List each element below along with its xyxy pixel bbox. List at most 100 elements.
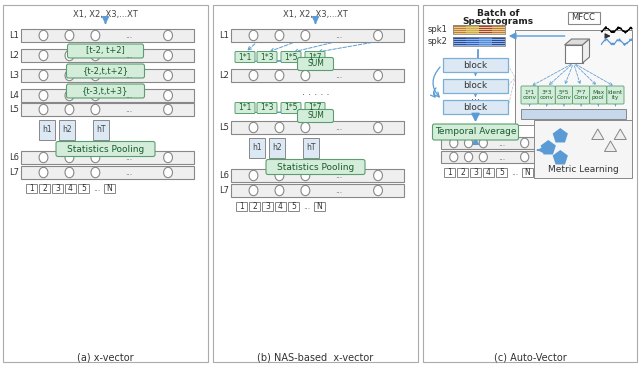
Ellipse shape (164, 90, 172, 101)
Bar (59, 120, 75, 140)
Bar (453, 27, 505, 28)
Text: h2: h2 (62, 125, 72, 135)
FancyBboxPatch shape (573, 86, 589, 104)
Text: ...: ... (125, 71, 132, 80)
FancyBboxPatch shape (281, 52, 301, 62)
Bar (441, 151, 540, 163)
Ellipse shape (301, 70, 310, 81)
Text: N: N (107, 184, 113, 193)
Bar (52, 184, 63, 193)
Bar (470, 168, 481, 177)
Text: 3: 3 (265, 202, 270, 211)
Bar (78, 184, 89, 193)
Ellipse shape (301, 122, 310, 133)
Bar (275, 202, 286, 211)
Ellipse shape (65, 50, 74, 61)
Ellipse shape (520, 138, 529, 148)
Text: Spectrograms: Spectrograms (462, 16, 534, 25)
Text: 3*3
conv: 3*3 conv (540, 90, 554, 100)
Ellipse shape (164, 152, 172, 163)
Ellipse shape (65, 70, 74, 81)
Bar (21, 29, 194, 42)
Bar (231, 69, 404, 82)
Text: MFCC: MFCC (572, 14, 595, 22)
Text: Statistics Pooling: Statistics Pooling (67, 144, 144, 154)
Text: (a) x-vector: (a) x-vector (77, 353, 134, 363)
Text: 1: 1 (29, 184, 34, 193)
Bar (249, 202, 260, 211)
FancyBboxPatch shape (305, 103, 325, 114)
FancyBboxPatch shape (589, 86, 607, 104)
Text: 1*1: 1*1 (238, 52, 252, 62)
FancyBboxPatch shape (257, 52, 277, 62)
Text: 1*3: 1*3 (260, 52, 274, 62)
Ellipse shape (164, 70, 172, 81)
FancyBboxPatch shape (556, 86, 573, 104)
Text: 1*1
conv: 1*1 conv (523, 90, 536, 100)
Text: Statistics Pooling: Statistics Pooling (277, 163, 354, 171)
FancyBboxPatch shape (298, 57, 333, 71)
Text: 1*1: 1*1 (238, 103, 252, 112)
Ellipse shape (275, 122, 284, 133)
Bar (104, 184, 115, 193)
Text: hT: hT (96, 125, 106, 135)
Bar (479, 25, 492, 34)
Bar (443, 79, 508, 93)
Polygon shape (582, 39, 589, 63)
Ellipse shape (301, 170, 310, 181)
Bar (453, 31, 505, 32)
Ellipse shape (374, 185, 383, 196)
Ellipse shape (249, 185, 258, 196)
Ellipse shape (39, 30, 48, 41)
Ellipse shape (374, 30, 383, 41)
Text: SUM: SUM (307, 60, 324, 68)
Text: 5*5
Conv: 5*5 Conv (556, 90, 572, 100)
Bar (39, 120, 55, 140)
Text: ...: ... (125, 168, 132, 177)
Bar (479, 37, 492, 46)
FancyBboxPatch shape (281, 103, 301, 114)
Bar (262, 202, 273, 211)
Ellipse shape (450, 152, 458, 162)
Text: Max
pool: Max pool (592, 90, 605, 100)
Bar (466, 37, 479, 46)
Text: L1: L1 (9, 31, 19, 40)
Ellipse shape (520, 152, 529, 162)
Bar (492, 37, 505, 46)
Text: (b) NAS-based  x-vector: (b) NAS-based x-vector (257, 353, 374, 363)
Ellipse shape (91, 90, 100, 101)
Bar (453, 25, 505, 34)
Bar (423, 5, 637, 362)
Text: X1, X2, X3,...XT: X1, X2, X3,...XT (283, 10, 348, 19)
Ellipse shape (450, 138, 458, 148)
Bar (515, 30, 632, 125)
FancyBboxPatch shape (521, 86, 538, 104)
FancyBboxPatch shape (235, 103, 255, 114)
FancyBboxPatch shape (235, 52, 255, 62)
Text: {t-2,t,t+2}: {t-2,t,t+2} (83, 66, 129, 76)
Ellipse shape (479, 152, 488, 162)
Text: L6: L6 (9, 153, 19, 162)
FancyBboxPatch shape (298, 109, 333, 122)
Bar (441, 137, 540, 149)
Bar (568, 12, 600, 24)
Bar (3, 5, 208, 362)
Bar (444, 168, 455, 177)
Text: 2: 2 (252, 202, 257, 211)
Text: Ident
ity: Ident ity (608, 90, 623, 100)
Bar (453, 41, 505, 42)
Bar (21, 151, 194, 164)
Ellipse shape (164, 104, 172, 115)
Text: · · · · ·: · · · · · (301, 90, 329, 100)
Ellipse shape (65, 167, 74, 178)
Bar (21, 166, 194, 179)
Text: ...: ... (125, 51, 132, 60)
FancyBboxPatch shape (266, 160, 365, 174)
Text: N: N (317, 202, 323, 211)
Text: 2: 2 (42, 184, 47, 193)
Bar (453, 37, 505, 46)
Text: L2: L2 (219, 71, 229, 80)
Bar (453, 39, 505, 40)
Bar (288, 202, 299, 211)
Text: ...: ... (335, 186, 342, 195)
